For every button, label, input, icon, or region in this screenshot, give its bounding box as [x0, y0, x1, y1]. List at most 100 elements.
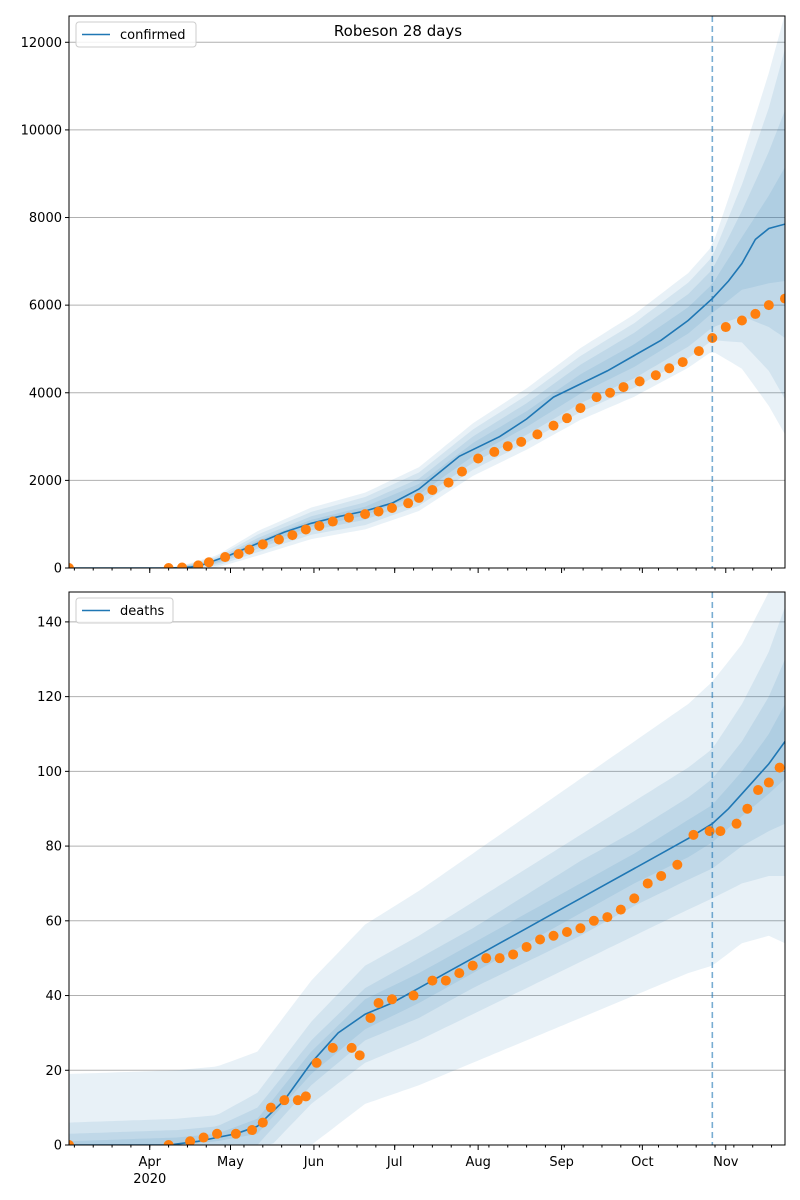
uncertainty-band — [69, 606, 785, 1145]
observed-point — [69, 1140, 74, 1145]
uncertainty-band — [69, 110, 785, 568]
confirmed-panel: 0 2000 4000 6000 8000 10000 12000 confirmed — [21, 15, 786, 577]
observed-point — [473, 453, 484, 464]
observed-point — [774, 762, 785, 773]
observed-point — [300, 524, 311, 535]
y-tick-label: 4000 — [29, 386, 62, 401]
observed-point — [736, 315, 747, 326]
plot-area — [69, 16, 785, 568]
observed-point — [548, 420, 559, 431]
x-tick-label: Apr — [139, 1155, 162, 1170]
observed-point — [508, 949, 519, 960]
deaths-panel: 0 20 40 60 80 100 120 140 Apr May Jun Jul Aug Sep Oct N… — [37, 591, 786, 1187]
observed-point — [365, 1012, 376, 1023]
observed-point — [300, 1091, 311, 1102]
observed-point — [656, 870, 667, 881]
observed-point — [672, 859, 683, 870]
observed-point — [521, 941, 532, 952]
observed-point — [588, 915, 599, 926]
observed-point — [750, 308, 761, 319]
observed-point — [427, 975, 438, 986]
observed-point — [575, 403, 586, 414]
model-line — [69, 741, 785, 1145]
x-tick-label: May — [217, 1155, 244, 1170]
chart-title: Robeson 28 days — [334, 22, 462, 40]
y-tick-label: 120 — [37, 690, 62, 705]
y-tick-label: 20 — [45, 1064, 62, 1079]
observed-point — [257, 1117, 268, 1128]
uncertainty-band — [69, 592, 785, 1145]
x-tick-label: Jun — [303, 1155, 324, 1170]
axes-frame — [68, 591, 786, 1146]
observed-point — [360, 509, 371, 520]
observed-point — [502, 441, 513, 452]
legend-box — [75, 21, 197, 48]
observed-point — [731, 818, 742, 829]
x-tick-label: Jul — [386, 1155, 403, 1170]
observed-point — [618, 382, 629, 393]
y-tick-label: 10000 — [21, 123, 62, 138]
observed-point — [327, 516, 338, 527]
observed-point — [642, 878, 653, 889]
y-tick-label: 140 — [37, 615, 62, 630]
observed-point — [163, 1140, 174, 1145]
observed-point — [467, 960, 478, 971]
observed-point — [629, 893, 640, 904]
observed-point — [780, 293, 785, 304]
observed-point — [373, 998, 384, 1009]
observed-point — [373, 506, 384, 517]
observed-point — [273, 534, 284, 545]
axes-frame — [68, 15, 786, 569]
observed-point — [494, 953, 505, 964]
observed-point — [387, 502, 398, 513]
observed-point — [387, 994, 398, 1005]
observed-point — [481, 953, 492, 964]
observed-point — [233, 548, 244, 559]
observed-point — [763, 300, 774, 311]
observed-point — [650, 370, 661, 381]
observed-point — [343, 512, 354, 523]
observed-point — [69, 563, 74, 568]
observed-point — [408, 990, 419, 1001]
legend-box — [75, 597, 174, 624]
legend: confirmed — [75, 21, 197, 48]
x-tick-label: Sep — [549, 1155, 574, 1170]
observed-point — [516, 436, 527, 447]
observed-point — [575, 923, 586, 934]
observed-point — [456, 466, 467, 477]
observed-point — [763, 777, 774, 788]
observed-point — [753, 785, 764, 796]
observed-point — [532, 429, 543, 440]
observed-point — [354, 1050, 365, 1061]
observed-point — [413, 492, 424, 503]
y-tick-label: 8000 — [29, 211, 62, 226]
observed-point — [591, 392, 602, 403]
legend-label: deaths — [120, 604, 165, 619]
y-tick-label: 12000 — [21, 36, 62, 51]
y-tick-label: 100 — [37, 765, 62, 780]
observed-point — [311, 1057, 322, 1068]
observed-point — [561, 927, 572, 938]
legend: deaths — [75, 597, 174, 624]
y-tick-label: 0 — [54, 1139, 62, 1154]
observed-point — [720, 322, 731, 333]
observed-point — [287, 530, 298, 541]
observed-point — [742, 803, 753, 814]
x-year-label: 2020 — [133, 1172, 166, 1187]
observed-point — [193, 560, 204, 568]
observed-point — [203, 557, 214, 568]
observed-point — [634, 376, 645, 387]
observed-point — [314, 520, 325, 531]
observed-point — [265, 1102, 276, 1113]
observed-point — [247, 1125, 258, 1136]
y-tick-label: 0 — [54, 562, 62, 577]
observed-point — [489, 446, 500, 457]
observed-point — [185, 1136, 196, 1145]
y-tick-label: 40 — [45, 989, 62, 1004]
observed-point — [292, 1095, 303, 1106]
observed-point — [244, 544, 255, 555]
observed-point — [403, 498, 414, 509]
x-tick-label: Oct — [631, 1155, 653, 1170]
observed-point — [427, 485, 438, 496]
